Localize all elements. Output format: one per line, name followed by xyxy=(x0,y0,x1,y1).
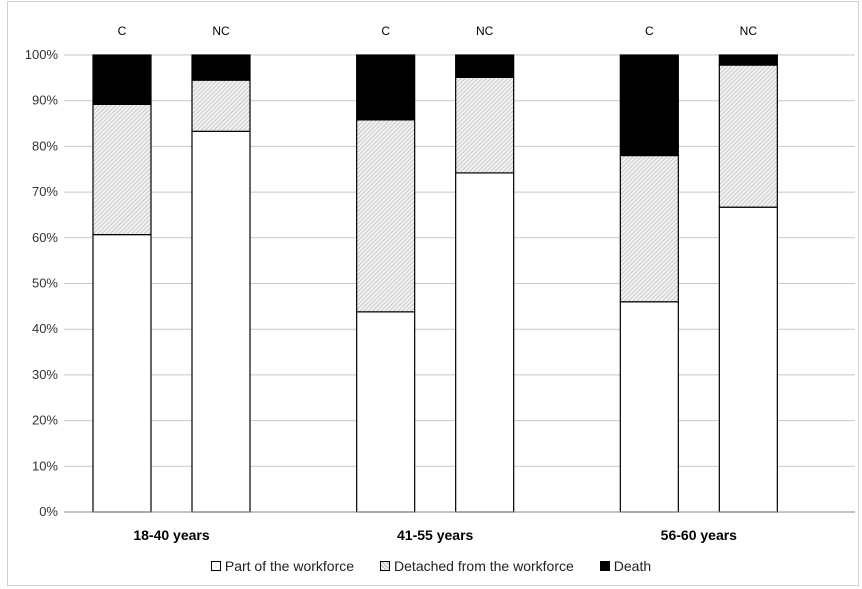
bar-segment xyxy=(191,54,251,81)
legend-swatch xyxy=(210,561,221,571)
bar-segment xyxy=(455,172,515,513)
y-tick-label: 20% xyxy=(32,413,58,428)
bars xyxy=(92,54,778,513)
legend: Part of the workforce Detached from the … xyxy=(0,558,862,574)
bar-segment xyxy=(92,103,152,236)
bar-segment xyxy=(356,311,416,513)
bar-segment xyxy=(356,54,416,121)
legend-swatch xyxy=(599,561,610,571)
x-category-label: 41-55 years xyxy=(397,527,474,543)
legend-label: Part of the workforce xyxy=(224,558,355,574)
y-tick-label: 40% xyxy=(32,321,58,336)
y-tick-label: 60% xyxy=(32,230,58,245)
x-category-label: 18-40 years xyxy=(133,527,210,543)
y-tick-label: 50% xyxy=(32,276,58,291)
bar-segment xyxy=(619,154,679,303)
bar-segment xyxy=(619,54,679,157)
legend-item-detached: Detached from the workforce xyxy=(380,558,574,574)
y-tick-label: 90% xyxy=(32,93,58,108)
bar-segment xyxy=(92,54,152,105)
x-category-label: 56-60 years xyxy=(661,527,738,543)
legend-item-part-of-workforce: Part of the workforce xyxy=(210,558,355,574)
y-tick-label: 70% xyxy=(32,184,58,199)
bar-label: NC xyxy=(476,24,494,38)
legend-label: Detached from the workforce xyxy=(394,558,574,574)
bar-segment xyxy=(718,54,778,66)
legend-swatch xyxy=(380,561,391,571)
bar-segment xyxy=(455,54,515,78)
y-tick-label: 100% xyxy=(25,47,59,62)
y-tick-label: 80% xyxy=(32,138,58,153)
bar-segment xyxy=(356,119,416,313)
y-tick-label: 0% xyxy=(39,504,58,519)
y-axis-ticks: 0% 10% 20% 30% 40% 50% 60% 70% 80% 90% 100% xyxy=(25,47,59,519)
category-labels: C NC 18-40 years C NC 41-55 years C NC 56-60 yea… xyxy=(118,24,758,543)
bar-label: C xyxy=(645,24,654,38)
bar-label: NC xyxy=(740,24,758,38)
bar-segment xyxy=(718,206,778,513)
bar-segment xyxy=(191,79,251,132)
bar-segment xyxy=(718,64,778,208)
bar-segment xyxy=(619,301,679,513)
bar-segment xyxy=(92,234,152,513)
bar-segment xyxy=(191,130,251,513)
y-tick-label: 10% xyxy=(32,458,58,473)
bar-label: C xyxy=(118,24,127,38)
bar-label: C xyxy=(381,24,390,38)
stacked-bar-chart: 0% 10% 20% 30% 40% 50% 60% 70% 80% 90% 100% C NC 18-… xyxy=(25,24,855,543)
legend-item-death: Death xyxy=(599,558,652,574)
bar-segment xyxy=(455,76,515,174)
bar-label: NC xyxy=(212,24,230,38)
y-tick-label: 30% xyxy=(32,367,58,382)
legend-label: Death xyxy=(613,558,652,574)
